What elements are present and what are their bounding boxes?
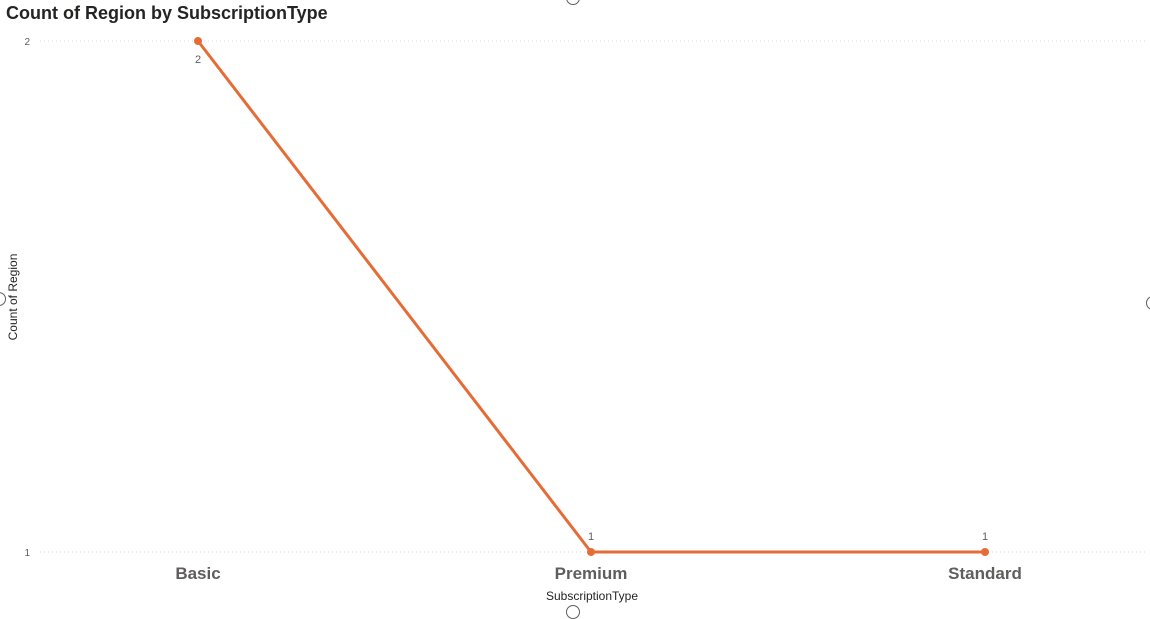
data-point[interactable] [587, 548, 595, 556]
series-line-layer [196, 39, 987, 554]
data-label: 1 [982, 531, 988, 543]
data-points [194, 37, 989, 556]
x-category-label: Standard [948, 564, 1022, 583]
y-tick-label: 2 [24, 37, 30, 48]
data-labels: 2 1 1 [195, 54, 988, 543]
y-axis-title: Count of Region [6, 254, 20, 341]
chart-title: Count of Region by SubscriptionType [6, 3, 328, 23]
data-label: 1 [588, 531, 594, 543]
data-point[interactable] [981, 548, 989, 556]
x-category-label: Basic [175, 564, 220, 583]
x-category-label: Premium [555, 564, 628, 583]
data-label: 2 [195, 54, 201, 66]
y-tick-label: 1 [24, 548, 30, 559]
x-axis-title: SubscriptionType [546, 589, 638, 603]
gridlines [40, 40, 1145, 553]
data-point[interactable] [194, 37, 202, 45]
series-line [196, 39, 987, 554]
y-axis-ticks: 21 [24, 37, 30, 559]
x-axis-categories: Basic Premium Standard [175, 564, 1022, 583]
resize-handle-bottom[interactable] [566, 605, 580, 619]
